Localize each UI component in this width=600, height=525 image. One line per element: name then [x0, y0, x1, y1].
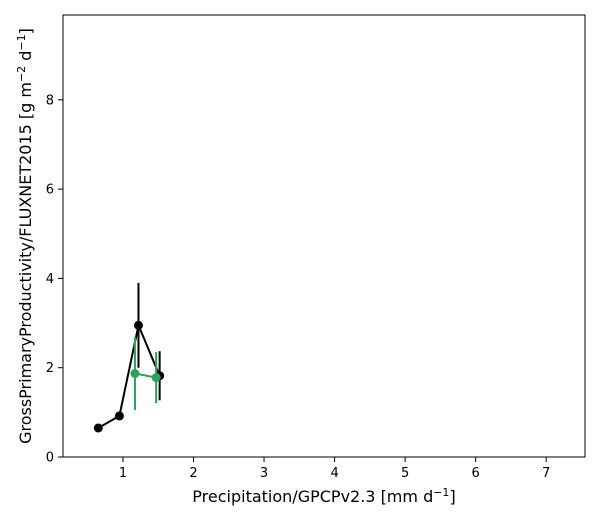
- y-tick-label: 4: [46, 272, 54, 287]
- series-0: [93, 282, 165, 433]
- y-tick-label: 0: [46, 451, 54, 466]
- data-point: [133, 320, 143, 330]
- series-line: [97, 321, 161, 429]
- data-point: [93, 423, 103, 433]
- data-point: [130, 369, 140, 379]
- plot-area: [62, 14, 586, 458]
- y-axis: 0 2 4 6 8: [46, 93, 63, 466]
- x-tick-label: 3: [260, 466, 268, 481]
- series-layer: [93, 282, 165, 433]
- x-tick-label: 4: [330, 466, 338, 481]
- data-point: [114, 411, 124, 421]
- series-1: [130, 336, 161, 411]
- x-tick-label: 7: [542, 466, 550, 481]
- y-tick-label: 2: [46, 361, 54, 376]
- y-axis-label: GrossPrimaryProductivity/FLUXNET2015 [g …: [15, 28, 35, 444]
- x-tick-label: 1: [119, 466, 127, 481]
- x-tick-label: 5: [401, 466, 409, 481]
- data-point: [151, 373, 161, 383]
- x-axis-label: Precipitation/GPCPv2.3 [mm d−1]: [192, 486, 455, 506]
- x-axis: 1 2 3 4 5 6 7: [119, 457, 550, 481]
- x-tick-label: 2: [189, 466, 197, 481]
- y-tick-label: 6: [46, 183, 54, 198]
- x-tick-label: 6: [472, 466, 480, 481]
- y-tick-label: 8: [46, 93, 54, 108]
